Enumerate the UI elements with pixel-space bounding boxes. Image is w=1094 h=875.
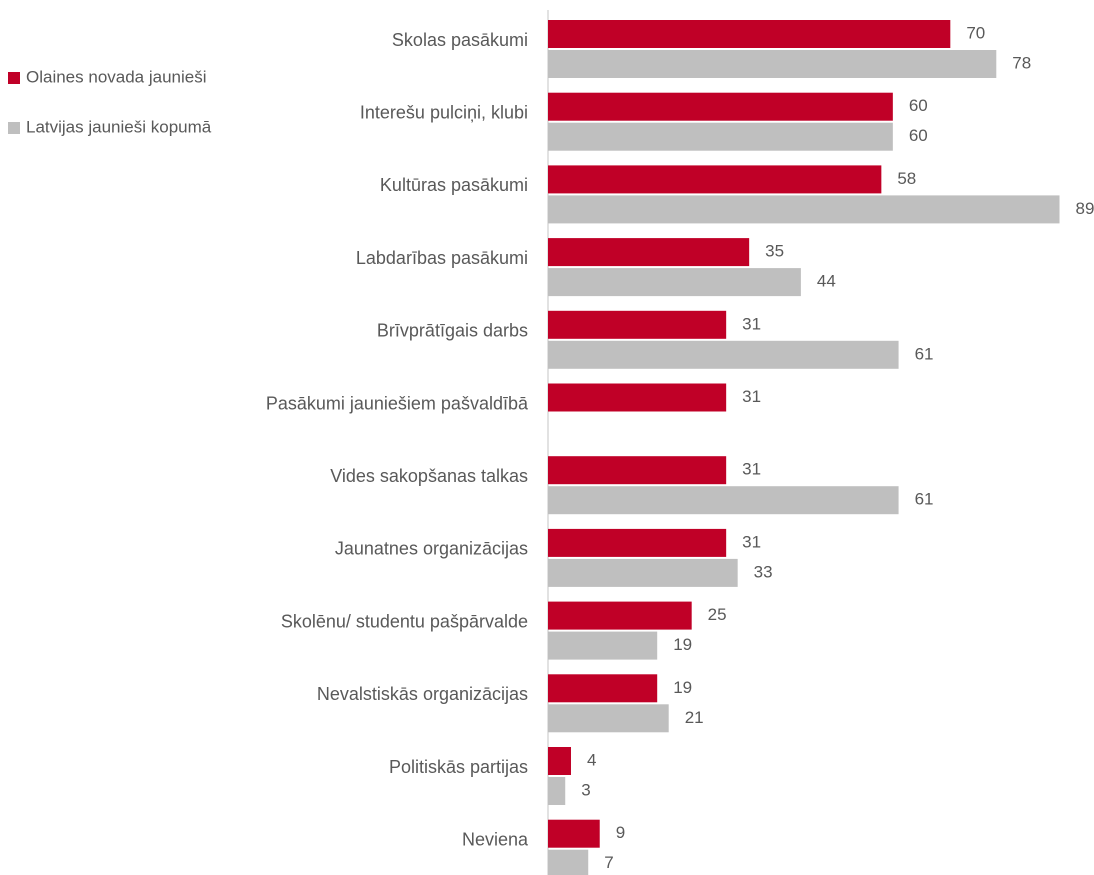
- value-label: 78: [1012, 53, 1031, 72]
- category-label: Interešu pulciņi, klubi: [360, 102, 528, 122]
- value-label: 31: [742, 532, 761, 551]
- category-label: Labdarības pasākumi: [356, 248, 528, 268]
- bar: [548, 601, 692, 630]
- category-label: Kultūras pasākumi: [380, 175, 528, 195]
- value-label: 31: [742, 314, 761, 333]
- category-label: Skolēnu/ studentu pašpārvalde: [281, 611, 528, 631]
- value-label: 19: [673, 678, 692, 697]
- category-label: Nevalstiskās organizācijas: [317, 684, 528, 704]
- category-label: Skolas pasākumi: [392, 30, 528, 50]
- bar: [548, 383, 727, 412]
- bar: [548, 238, 750, 267]
- value-label: 35: [765, 242, 784, 261]
- value-label: 31: [742, 460, 761, 479]
- value-label: 3: [581, 780, 590, 799]
- legend-swatch: [8, 72, 20, 84]
- value-label: 9: [616, 823, 625, 842]
- value-label: 19: [673, 635, 692, 654]
- legend-label: Latvijas jaunieši kopumā: [26, 117, 212, 136]
- value-label: 4: [587, 750, 596, 769]
- value-label: 60: [909, 96, 928, 115]
- bar: [548, 50, 997, 78]
- bar: [548, 122, 893, 151]
- bar: [548, 674, 658, 703]
- value-label: 89: [1076, 199, 1094, 218]
- value-label: 70: [966, 23, 985, 42]
- value-label: 25: [708, 605, 727, 624]
- bar: [548, 268, 801, 297]
- bar: [548, 20, 951, 48]
- value-label: 31: [742, 387, 761, 406]
- bar: [548, 747, 571, 775]
- value-label: 60: [909, 126, 928, 145]
- bar: [548, 528, 727, 557]
- category-label: Neviena: [462, 829, 529, 849]
- bar: [548, 340, 899, 369]
- category-label: Vides sakopšanas talkas: [330, 466, 528, 486]
- bar: [548, 704, 669, 733]
- legend-label: Olaines novada jaunieši: [26, 67, 207, 86]
- bar: [548, 849, 589, 875]
- bar: [548, 819, 600, 848]
- category-label: Politiskās partijas: [389, 757, 528, 777]
- bar: [548, 486, 899, 515]
- bar: [548, 92, 893, 121]
- value-label: 33: [754, 562, 773, 581]
- legend-swatch: [8, 122, 20, 134]
- bar: [548, 777, 566, 805]
- bar: [548, 558, 738, 587]
- value-label: 58: [897, 169, 916, 188]
- bar: [548, 631, 658, 660]
- category-label: Pasākumi jauniešiem pašvaldībā: [266, 393, 529, 413]
- value-label: 44: [817, 272, 836, 291]
- value-label: 61: [915, 490, 934, 509]
- bar: [548, 165, 882, 194]
- value-label: 61: [915, 344, 934, 363]
- bar: [548, 456, 727, 485]
- bar: [548, 310, 727, 339]
- category-label: Brīvprātīgais darbs: [377, 321, 528, 341]
- bar: [548, 195, 1060, 224]
- category-label: Jaunatnes organizācijas: [335, 539, 528, 559]
- value-label: 21: [685, 708, 704, 727]
- value-label: 7: [604, 853, 613, 872]
